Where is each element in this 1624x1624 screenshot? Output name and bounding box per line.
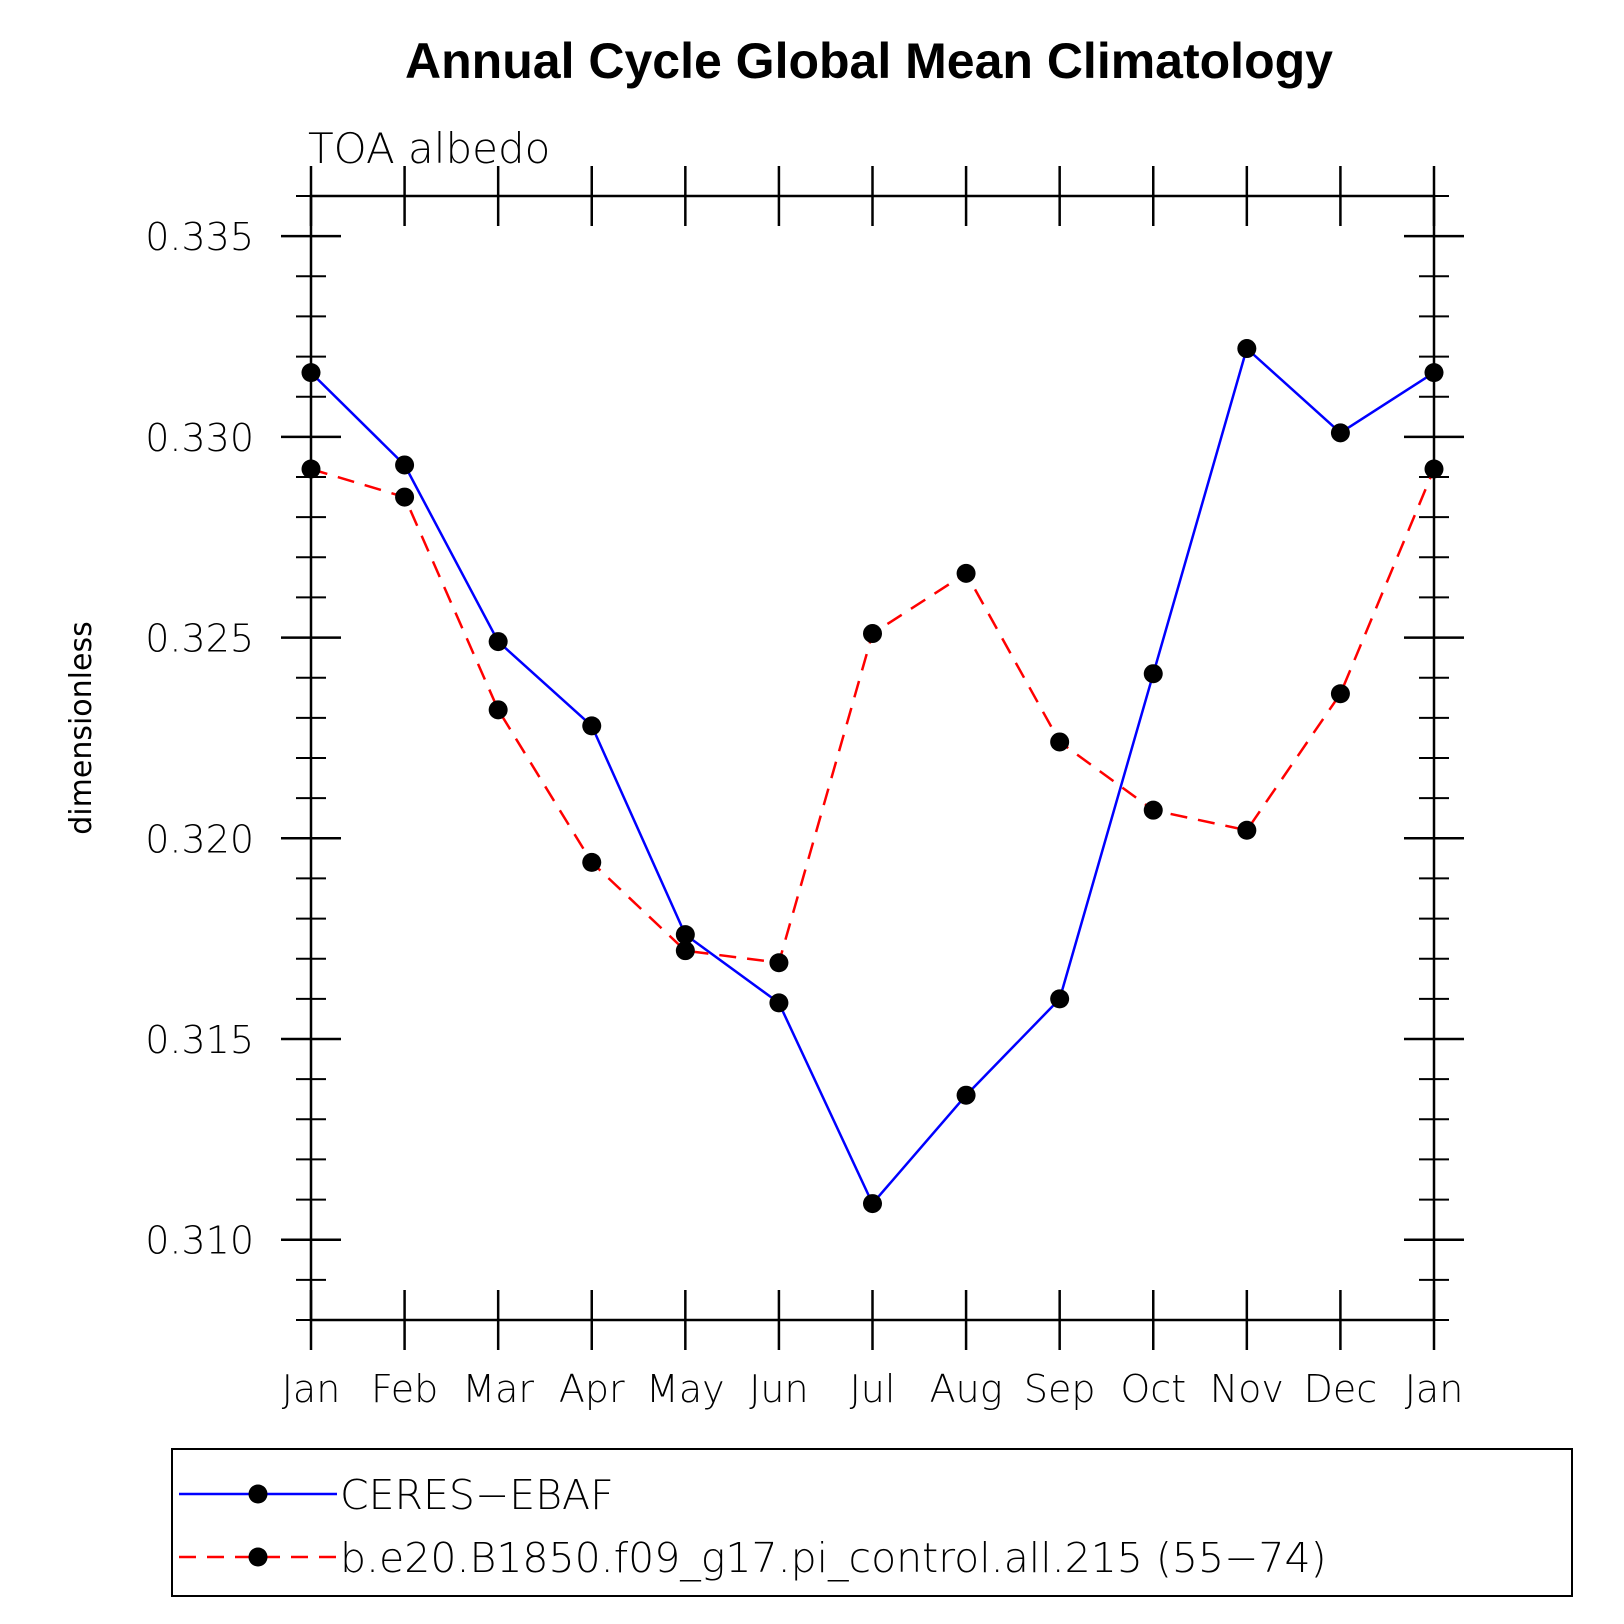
y-tick-labels: 0.310 0.315 0.320 0.325 0.330 0.335	[145, 215, 254, 1263]
series-line-0	[310, 347, 1435, 1205]
legend-item-ceres: CERES−EBAF	[179, 1471, 614, 1519]
series-1-point-12	[1424, 459, 1444, 479]
series-0-point-10	[1237, 339, 1257, 359]
x-tick-label: Jun	[749, 1367, 808, 1411]
y-tick-label: 0.320	[145, 817, 254, 861]
x-tick-label: Aug	[930, 1367, 1003, 1411]
x-tick-label: Mar	[462, 1367, 534, 1411]
legend-marker-model	[248, 1547, 268, 1567]
legend-label-model: b.e20.B1850.f09_g17.pi_control.all.215 (…	[340, 1534, 1327, 1582]
x-tick-label: Apr	[559, 1367, 625, 1411]
axis-ticks	[281, 166, 1464, 1350]
series-0-point-12	[1424, 363, 1444, 383]
series-0-point-8	[1050, 989, 1070, 1009]
y-tick-label: 0.310	[145, 1219, 254, 1263]
x-tick-label: Jan	[282, 1367, 341, 1411]
series-0-point-5	[769, 993, 789, 1013]
series-0-point-6	[863, 1194, 882, 1214]
series-1-point-3	[582, 852, 602, 872]
chart-title: Annual Cycle Global Mean Climatology	[405, 33, 1333, 89]
series-0-point-11	[1330, 423, 1350, 443]
x-tick-label: Oct	[1120, 1367, 1186, 1411]
x-tick-labels: Jan Feb Mar Apr May Jun Jul Aug Sep Oct Nov Dec Jan	[282, 1367, 1464, 1411]
series-0-point-7	[956, 1085, 976, 1105]
series-1-point-2	[488, 700, 508, 720]
x-tick-label: Nov	[1210, 1367, 1284, 1411]
x-tick-label: Feb	[371, 1367, 438, 1411]
series-1-point-11	[1330, 684, 1350, 704]
series-1-point-9	[1143, 800, 1163, 820]
series-1-point-7	[956, 563, 976, 583]
series-1-point-0	[301, 459, 321, 479]
x-tick-label: Dec	[1304, 1367, 1378, 1411]
series-layer	[301, 339, 1444, 1214]
series-line-1	[310, 467, 1436, 964]
series-1-point-1	[395, 487, 415, 507]
series-1-point-8	[1050, 732, 1070, 752]
series-0-point-3	[582, 716, 602, 736]
series-0-point-9	[1143, 664, 1163, 684]
y-tick-label: 0.315	[145, 1018, 254, 1062]
legend-item-model: b.e20.B1850.f09_g17.pi_control.all.215 (…	[179, 1534, 1327, 1582]
series-0-point-4	[675, 925, 695, 945]
legend-box	[171, 1448, 1573, 1597]
y-tick-label: 0.335	[145, 215, 254, 259]
series-0-point-2	[488, 632, 508, 652]
legend-marker-ceres	[248, 1484, 268, 1504]
legend-label-ceres: CERES−EBAF	[340, 1471, 614, 1519]
x-tick-label: Jan	[1405, 1367, 1464, 1411]
y-tick-label: 0.330	[145, 416, 254, 460]
series-1-point-6	[863, 624, 882, 644]
series-1-point-10	[1237, 820, 1257, 840]
y-axis-label: dimensionless	[64, 621, 99, 834]
x-tick-label: May	[646, 1367, 725, 1411]
series-0-point-0	[301, 363, 321, 383]
chart-subtitle: TOA albedo	[308, 124, 550, 173]
x-tick-label: Sep	[1024, 1367, 1096, 1411]
series-0-point-1	[395, 455, 415, 475]
x-tick-label: Jul	[850, 1367, 896, 1411]
series-1-point-4	[675, 941, 695, 961]
series-1-point-5	[769, 953, 789, 973]
y-tick-label: 0.325	[145, 617, 254, 661]
